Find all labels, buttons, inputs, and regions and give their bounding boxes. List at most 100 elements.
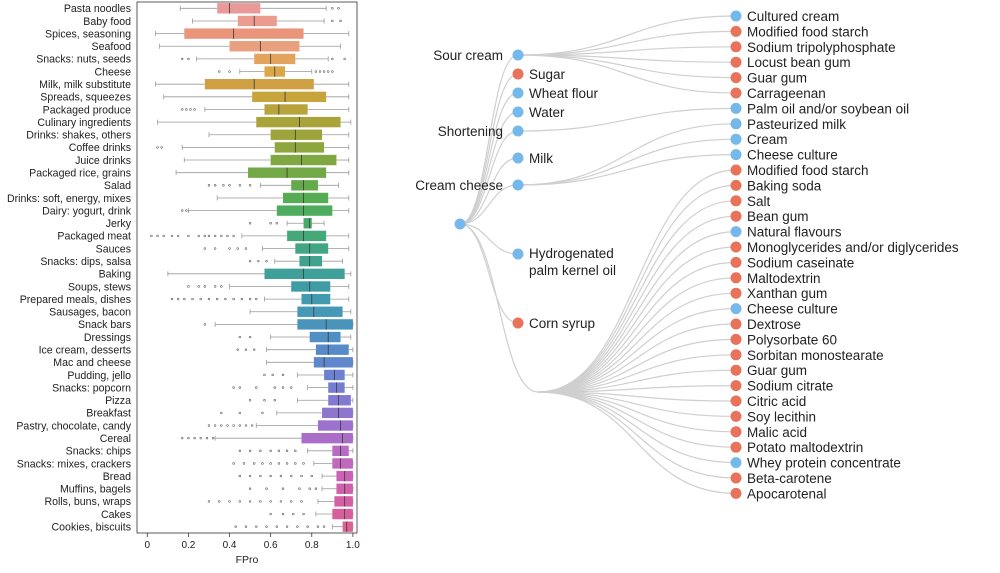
outlier-point xyxy=(265,259,268,263)
outlier-point xyxy=(203,323,207,326)
node-label: Corn syrup xyxy=(529,316,595,331)
outlier-point xyxy=(203,247,207,250)
outlier-point xyxy=(207,297,211,301)
outlier-point xyxy=(220,424,223,427)
orange-dot-icon xyxy=(730,395,742,407)
outlier-point xyxy=(218,500,221,503)
x-tick-label: 0 xyxy=(144,540,150,551)
box-sauces: Sauces xyxy=(96,243,350,255)
blue-dot-icon xyxy=(512,125,524,137)
leaf-label: Whey protein concentrate xyxy=(747,456,901,471)
link-cheese-cream xyxy=(517,138,737,186)
link-hub-soy xyxy=(537,391,737,417)
outlier-point xyxy=(224,297,227,301)
outlier-point xyxy=(205,436,209,440)
tree-svg: Sour cream Sugar Wheat flour Water Shortenin… xyxy=(415,9,959,501)
outlier-point xyxy=(191,297,194,301)
category-label: Packaged rice, grains xyxy=(29,167,131,179)
node-short: Shortening xyxy=(438,124,524,139)
leaf-beta: Beta-carotene xyxy=(730,471,832,486)
outlier-point xyxy=(197,285,200,288)
box-salad: Salad xyxy=(104,180,339,192)
category-label: Snacks: nuts, seeds xyxy=(36,54,131,66)
category-label: Baby food xyxy=(83,16,131,28)
outlier-point xyxy=(207,500,211,503)
outlier-point xyxy=(285,462,289,465)
outlier-point xyxy=(343,57,346,61)
outlier-point xyxy=(203,234,207,238)
outlier-point xyxy=(281,512,285,516)
leaf-bean: Bean gum xyxy=(730,209,809,224)
outlier-point xyxy=(248,222,252,225)
outlier-point xyxy=(248,474,252,478)
outlier-point xyxy=(331,7,334,10)
outlier-point xyxy=(322,70,326,73)
leaf-label: Monoglycerides and/or diglycerides xyxy=(747,240,959,255)
box-packaged-produce: Packaged produce xyxy=(43,104,350,116)
node-label-line1: Hydrogenated xyxy=(529,246,614,261)
orange-dot-icon xyxy=(730,272,742,284)
iqr-box xyxy=(342,521,353,532)
link-hub-cc2 xyxy=(537,308,737,393)
outlier-point xyxy=(236,348,239,351)
outlier-point xyxy=(327,70,330,73)
link-root-wheat xyxy=(459,92,519,225)
outlier-point xyxy=(232,386,235,389)
outlier-point xyxy=(269,449,272,453)
category-label: Snacks: dips, salsa xyxy=(40,256,131,268)
box-cakes: Cakes xyxy=(101,509,354,521)
node-corn: Corn syrup xyxy=(512,316,595,331)
outlier-point xyxy=(331,70,334,73)
outlier-point xyxy=(176,297,180,301)
box-snacks-dips-salsa: Snacks: dips, salsa xyxy=(40,256,344,268)
leaf-label: Dextrose xyxy=(747,317,801,332)
outlier-point xyxy=(181,108,184,111)
outlier-point xyxy=(187,285,190,288)
iqr-box xyxy=(301,293,331,305)
link-hub-whey xyxy=(537,391,737,464)
leaf-malto: Maltodextrin xyxy=(730,271,821,286)
leaf-label: Citric acid xyxy=(747,394,806,409)
outlier-point xyxy=(257,259,260,263)
category-label: Snacks: mixes, crackers xyxy=(17,458,131,470)
node-label: Cream cheese xyxy=(415,178,503,193)
outlier-point xyxy=(244,247,248,250)
outlier-point xyxy=(269,500,272,503)
outlier-point xyxy=(318,70,322,73)
link-root-sugar xyxy=(459,73,519,225)
outlier-point xyxy=(226,234,229,238)
leaf-label: Sodium citrate xyxy=(747,379,833,394)
outlier-point xyxy=(232,462,235,465)
leaf-label: Carrageenan xyxy=(747,86,826,101)
blue-dot-icon xyxy=(730,118,742,130)
node-label-line2: palm kernel oil xyxy=(529,263,616,278)
outlier-point xyxy=(242,462,246,465)
outlier-point xyxy=(273,399,276,402)
box-dairy-yogurt-drink: Dairy: yogurt, drink xyxy=(42,205,350,217)
node-label: Shortening xyxy=(438,124,503,139)
link-hub-caseinate xyxy=(537,261,737,393)
iqr-box xyxy=(317,420,353,431)
outlier-point xyxy=(170,234,174,238)
outlier-point xyxy=(240,297,244,301)
leaf-apo: Apocarotenal xyxy=(730,486,827,501)
leaf-label: Baking soda xyxy=(747,178,822,193)
orange-dot-icon xyxy=(730,164,742,176)
ingredient-tree-diagram: Sour cream Sugar Wheat flour Water Shortenin… xyxy=(400,0,1000,568)
leaf-cc1: Cheese culture xyxy=(730,148,838,163)
leaf-whey: Whey protein concentrate xyxy=(730,456,901,471)
node-sour: Sour cream xyxy=(433,48,524,63)
node-cheese: Cream cheese xyxy=(415,178,524,193)
blue-dot-icon xyxy=(512,87,524,99)
iqr-box xyxy=(309,331,341,343)
node-sugar: Sugar xyxy=(512,67,566,82)
leaf-label: Guar gum xyxy=(747,71,807,86)
link-sour-cultured xyxy=(517,15,737,56)
outlier-point xyxy=(234,525,237,528)
leaf-cultured: Cultured cream xyxy=(730,9,839,24)
outlier-point xyxy=(277,449,281,453)
box-cheese: Cheese xyxy=(94,66,334,78)
leaf-poly: Polysorbate 60 xyxy=(730,332,837,347)
iqr-box xyxy=(274,142,325,153)
outlier-point xyxy=(281,386,285,389)
